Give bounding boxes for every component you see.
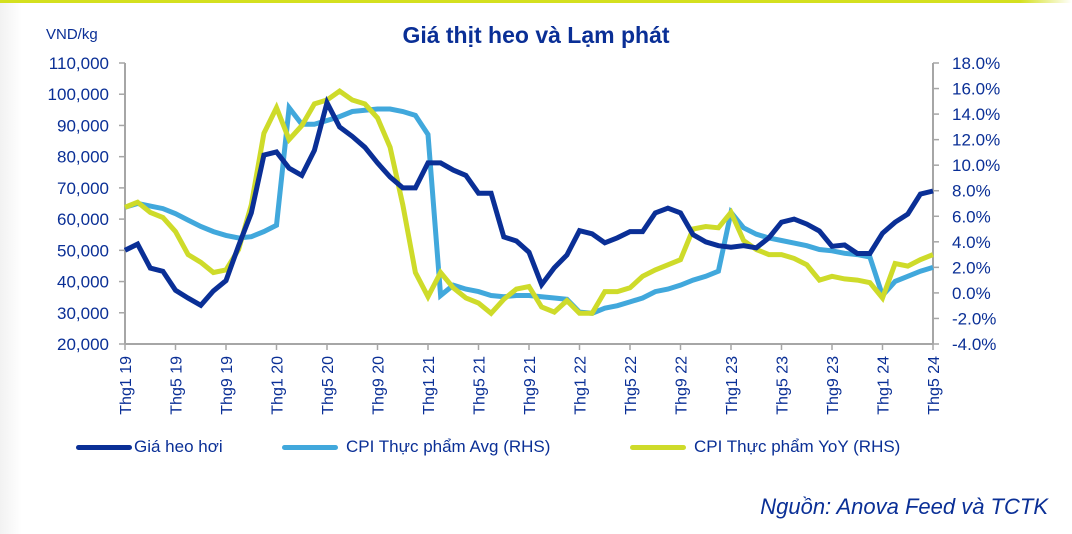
right-axis-tick-label: 0.0% (952, 284, 991, 303)
x-axis-tick-label: Thg1 19 (118, 356, 135, 415)
left-axis-tick-label: 80,000 (57, 148, 109, 167)
x-axis-tick-label: Thg9 19 (219, 356, 236, 415)
x-axis-tick-label: Thg5 23 (775, 356, 792, 415)
right-axis-tick-label: 4.0% (952, 233, 991, 252)
left-axis-tick-label: 50,000 (57, 241, 109, 260)
left-axis-tick-label: 100,000 (48, 85, 109, 104)
left-y-axis: 110,000 100,000 90,000 80,000 70,000 60,000 50… (48, 54, 126, 354)
legend-swatch-cpi-avg (282, 444, 338, 450)
source-note: Nguồn: Anova Feed và TCTK (760, 494, 1048, 519)
right-axis-tick-label: 14.0% (952, 105, 1000, 124)
x-axis-tick-label: Thg1 21 (421, 356, 438, 415)
left-axis-tick-label: 40,000 (57, 273, 109, 292)
series-line-cpi-yoy (124, 88, 934, 317)
legend-swatch-pork-price (76, 444, 132, 450)
x-axis-tick-label: Thg5 24 (926, 356, 943, 415)
right-y-axis: 18.0% 16.0% 14.0% 12.0% 10.0% 8.0% 6.0% 4.0% 2.0… (932, 54, 1000, 354)
left-axis-tick-label: 110,000 (49, 54, 109, 73)
right-axis-tick-label: 2.0% (952, 258, 991, 277)
right-axis-tick-label: 16.0% (952, 80, 1000, 99)
x-axis-tick-label: Thg9 21 (522, 356, 539, 415)
right-axis-tick-label: -4.0% (952, 335, 996, 354)
legend-item-pork-price: Giá heo hơi (76, 437, 223, 457)
right-axis-tick-label: 6.0% (952, 207, 991, 226)
x-axis-tick-label: Thg1 22 (573, 356, 590, 415)
x-axis-tick-label: Thg1 20 (270, 356, 287, 415)
left-axis-tick-label: 60,000 (57, 210, 109, 229)
x-axis-tick-label: Thg9 20 (371, 356, 388, 415)
legend-item-cpi-avg: CPI Thực phẩm Avg (RHS) (282, 437, 550, 457)
series-line-pork-price (123, 95, 934, 309)
left-axis-unit-label: VND/kg (46, 26, 98, 43)
x-axis-tick-label: Thg1 23 (724, 356, 741, 415)
legend-item-cpi-yoy: CPI Thực phẩm YoY (RHS) (630, 437, 900, 457)
right-axis-tick-label: 12.0% (952, 131, 1000, 150)
right-axis-tick-label: -2.0% (952, 309, 996, 328)
x-axis-tick-label: Thg5 22 (623, 356, 640, 415)
left-axis-tick-label: 20,000 (57, 335, 109, 354)
right-axis-tick-label: 18.0% (952, 54, 1000, 73)
chart-legend: Giá heo hơi CPI Thực phẩm Avg (RHS) CPI … (0, 437, 1072, 461)
x-axis-tick-label: Thg5 19 (169, 356, 186, 415)
left-axis-tick-label: 70,000 (57, 179, 109, 198)
x-axis: Thg1 19 Thg5 19 Thg9 19 Thg1 20 Thg5 20 Thg9 … (118, 343, 943, 415)
left-axis-tick-label: 30,000 (57, 304, 109, 323)
legend-label-cpi-avg: CPI Thực phẩm Avg (RHS) (346, 437, 551, 456)
right-axis-tick-label: 8.0% (952, 182, 991, 201)
series-line-cpi-avg (124, 101, 934, 316)
series-lines (123, 88, 934, 317)
x-axis-tick-label: Thg5 21 (472, 356, 489, 415)
top-accent-rule (0, 0, 1020, 3)
legend-label-pork-price: Giá heo hơi (134, 437, 223, 456)
page-left-shade (0, 0, 22, 534)
legend-swatch-cpi-yoy (630, 444, 686, 450)
left-axis-tick-label: 90,000 (57, 116, 109, 135)
chart-title: Giá thịt heo và Lạm phát (402, 22, 670, 48)
top-accent-rule-fade (1020, 0, 1072, 3)
right-axis-tick-label: 10.0% (952, 156, 1000, 175)
x-axis-tick-label: Thg5 20 (320, 356, 337, 415)
x-axis-tick-label: Thg9 23 (825, 356, 842, 415)
x-axis-tick-label: Thg1 24 (876, 356, 893, 415)
x-axis-tick-label: Thg9 22 (674, 356, 691, 415)
legend-label-cpi-yoy: CPI Thực phẩm YoY (RHS) (694, 437, 901, 456)
